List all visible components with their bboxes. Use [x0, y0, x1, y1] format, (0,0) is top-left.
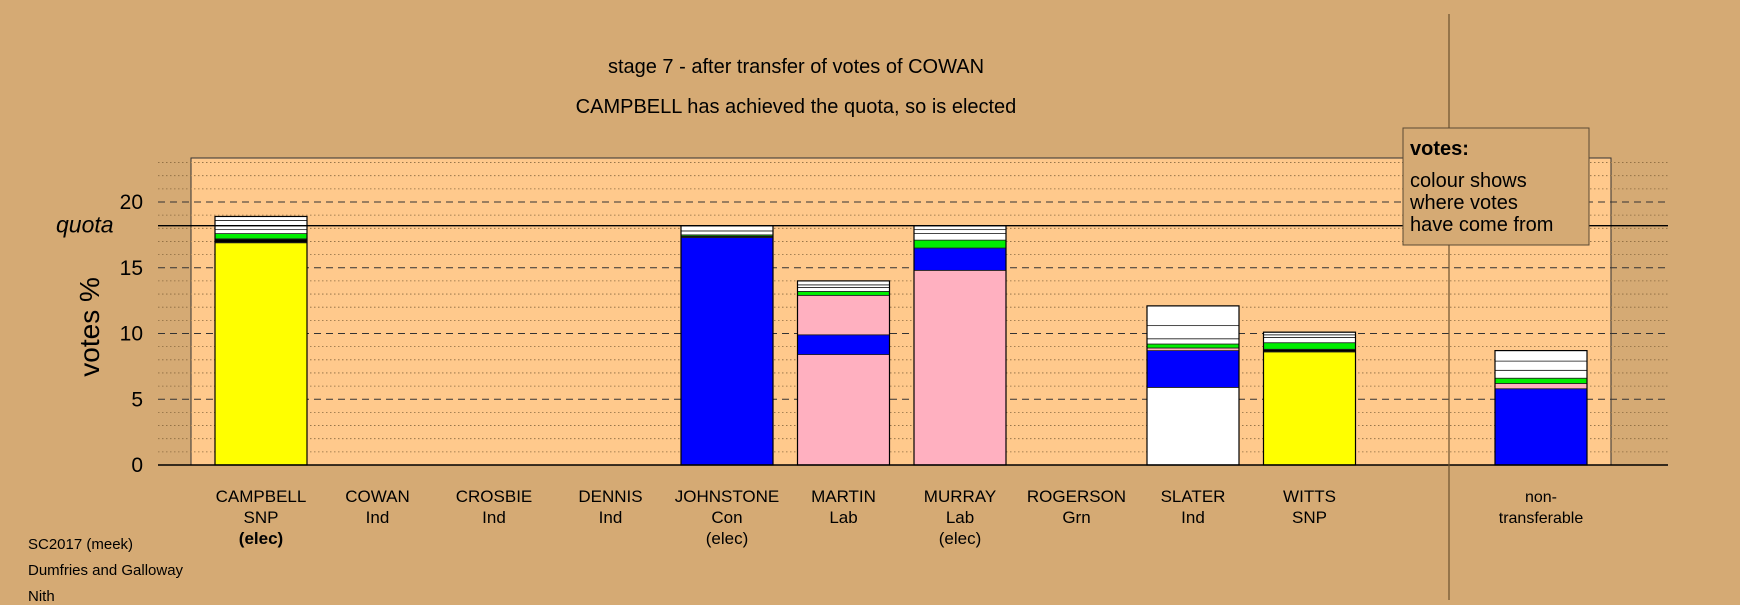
- bar-segment-johnstone: [680, 237, 774, 466]
- footer-council: Dumfries and Galloway: [28, 562, 184, 579]
- candidate-name-murray: MURRAY: [924, 487, 996, 506]
- bar-segment-campbell: [214, 220, 308, 227]
- candidate-party-johnstone: Con: [711, 508, 742, 527]
- bar-segment-nontransferable: [1494, 360, 1588, 371]
- quota-label: quota: [56, 212, 114, 238]
- bar-segment-johnstone: [680, 230, 774, 236]
- bar-segment-murray: [913, 247, 1007, 271]
- nontransferable-label-1: non-: [1525, 489, 1557, 506]
- y-axis-label: votes %: [74, 277, 105, 377]
- footer-election: SC2017 (meek): [28, 536, 134, 553]
- bar-segment-martin: [797, 294, 890, 336]
- bar-segment-slater: [1146, 343, 1240, 349]
- bar-segment-johnstone: [680, 225, 774, 232]
- bar-segment-slater: [1146, 387, 1240, 466]
- bar-segment-nontransferable: [1494, 350, 1588, 362]
- candidate-name-crosbie: CROSBIE: [456, 487, 533, 506]
- bar-segment-witts: [1263, 342, 1356, 350]
- legend-title: votes:: [1410, 138, 1469, 160]
- candidate-name-cowan: COWAN: [345, 487, 410, 506]
- bar-segment-slater: [1146, 350, 1240, 388]
- candidate-name-rogerson: ROGERSON: [1027, 487, 1126, 506]
- bar-segment-murray: [913, 233, 1007, 241]
- bar-segment-martin: [797, 291, 890, 296]
- candidate-party-martin: Lab: [829, 508, 857, 527]
- candidate-name-witts: WITTS: [1283, 487, 1336, 506]
- legend-line: colour shows: [1410, 170, 1527, 192]
- bar-segment-martin: [797, 354, 890, 466]
- bar-segment-campbell: [214, 229, 308, 234]
- bar-segment-martin: [797, 287, 890, 292]
- candidate-name-campbell: CAMPBELL: [216, 487, 307, 506]
- candidate-party-crosbie: Ind: [482, 508, 506, 527]
- candidate-status-murray: (elec): [939, 529, 982, 548]
- bar-segment-nontransferable: [1494, 369, 1588, 379]
- chart-subtitle: CAMPBELL has achieved the quota, so is e…: [576, 96, 1017, 118]
- plot-panel: [190, 157, 1612, 466]
- bar-segment-nontransferable: [1494, 383, 1588, 390]
- y-tick-label: 10: [120, 323, 143, 346]
- bar-segment-murray: [913, 229, 1007, 234]
- candidate-name-dennis: DENNIS: [578, 487, 642, 506]
- nontransferable-label-2: transferable: [1499, 510, 1584, 527]
- y-tick-label: 5: [131, 388, 143, 411]
- candidate-name-slater: SLATER: [1161, 487, 1226, 506]
- legend-line: have come from: [1410, 214, 1553, 236]
- candidate-party-slater: Ind: [1181, 508, 1205, 527]
- chart-title: stage 7 - after transfer of votes of COW…: [608, 56, 984, 78]
- bar-segment-slater: [1146, 325, 1240, 340]
- y-tick-label: 0: [131, 454, 143, 477]
- y-tick-label: 15: [120, 257, 143, 280]
- candidate-name-martin: MARTIN: [811, 487, 876, 506]
- bar-segment-murray: [913, 239, 1007, 249]
- bar-segment-witts: [1263, 351, 1356, 466]
- legend-line: where votes: [1409, 192, 1518, 214]
- bar-segment-campbell: [214, 238, 308, 244]
- bar-segment-nontransferable: [1494, 388, 1588, 466]
- bar-segment-slater: [1146, 338, 1240, 345]
- y-tick-label: 20: [120, 191, 143, 214]
- bar-segment-murray: [913, 269, 1007, 466]
- candidate-status-campbell: (elec): [239, 529, 283, 548]
- bar-segment-campbell: [214, 242, 308, 466]
- plot-area: 0 5 10 15 20 votes % CAMPBELL SNP (elec) COWAN Ind…: [56, 14, 1668, 600]
- candidate-party-dennis: Ind: [599, 508, 623, 527]
- bar-segment-slater: [1146, 305, 1240, 327]
- candidate-party-murray: Lab: [946, 508, 974, 527]
- candidate-party-rogerson: Grn: [1062, 508, 1090, 527]
- bar-segment-campbell: [214, 233, 308, 240]
- bar-segment-nontransferable: [1494, 377, 1588, 384]
- bar-segment-witts: [1263, 337, 1356, 344]
- candidate-party-campbell: SNP: [244, 508, 279, 527]
- candidate-party-witts: SNP: [1292, 508, 1327, 527]
- bar-segment-martin: [797, 334, 890, 355]
- legend-box: [1402, 127, 1590, 246]
- candidate-party-cowan: Ind: [366, 508, 390, 527]
- candidate-status-johnstone: (elec): [706, 529, 749, 548]
- candidate-name-johnstone: JOHNSTONE: [675, 487, 780, 506]
- footer-ward: Nith: [28, 588, 55, 605]
